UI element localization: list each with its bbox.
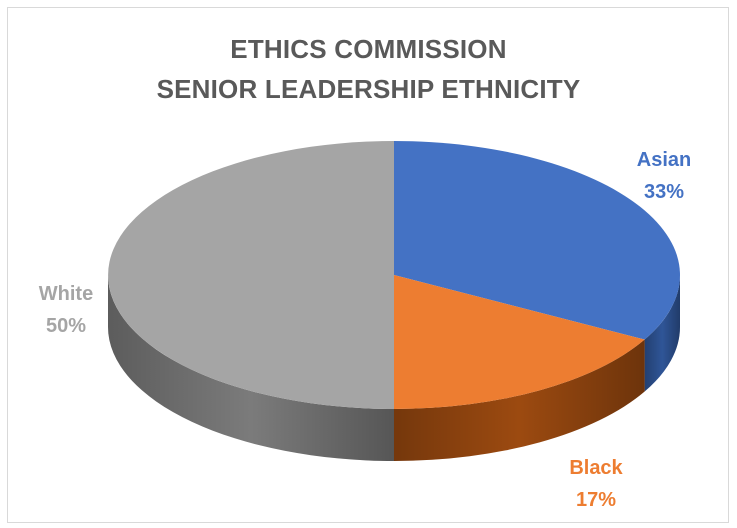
pie-slice-side-shade-black — [394, 339, 645, 461]
chart-title-line-2: SENIOR LEADERSHIP ETHNICITY — [156, 74, 581, 104]
chart-title-line-1: ETHICS COMMISSION — [230, 34, 507, 64]
pie-slice-black — [394, 275, 645, 409]
pie-slice-asian — [394, 141, 680, 340]
pie-slice-side-shade-white — [108, 275, 394, 461]
data-label-name-black: Black — [569, 457, 623, 479]
data-label-value-black: 17% — [576, 489, 616, 511]
data-label-value-white: 50% — [46, 315, 86, 337]
pie-slice-side-shade-asian — [644, 275, 680, 392]
data-label-name-white: White — [39, 283, 93, 305]
pie-slice-white — [108, 141, 395, 409]
data-label-name-asian: Asian — [637, 149, 691, 171]
data-label-value-asian: 33% — [644, 181, 684, 203]
